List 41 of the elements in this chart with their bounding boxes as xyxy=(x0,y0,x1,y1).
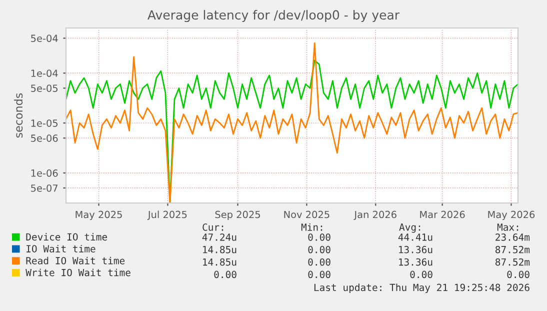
x-tick-label: Jul 2025 xyxy=(147,210,187,220)
text: Last update: Thu May 21 19:25:48 2026 xyxy=(314,284,530,294)
text: 14.85u xyxy=(203,258,236,266)
text: 0.00 xyxy=(214,270,236,278)
chart-title: Average latency for /dev/loop0 - by year xyxy=(148,10,400,22)
text: 0.00 xyxy=(410,270,432,278)
text: 13.36u xyxy=(399,246,432,254)
y-tick-label: 5e-06 xyxy=(31,134,58,142)
text: 14.85u xyxy=(203,246,236,254)
text: 0.00 xyxy=(308,258,330,266)
legend-label: Device IO time xyxy=(26,233,107,241)
y-tick-label: 1e-06 xyxy=(31,169,58,177)
text: Cur: xyxy=(202,223,224,231)
x-tick-label: May 2026 xyxy=(488,210,535,220)
legend-label: Write IO Wait time xyxy=(26,268,130,276)
y-tick-label: 1e-05 xyxy=(31,119,58,127)
text: 13.36u xyxy=(399,258,432,266)
y-tick-label: 5e-04 xyxy=(31,34,58,42)
x-tick-label: Nov 2025 xyxy=(284,210,330,218)
y-tick-label: 5e-07 xyxy=(31,184,58,192)
text: 44.41u xyxy=(398,234,432,241)
y-axis-title: seconds xyxy=(14,93,23,138)
text: Min: xyxy=(301,223,322,231)
x-tick-label: Jan 2026 xyxy=(354,210,396,220)
legend-label: Read IO Wait time xyxy=(26,256,125,264)
x-tick-label: Mar 2026 xyxy=(420,210,465,218)
y-tick-label: 1e-04 xyxy=(31,70,58,77)
text: 0.00 xyxy=(308,233,330,241)
legend-label: IO Wait time xyxy=(26,244,96,252)
x-tick-label: May 2025 xyxy=(76,210,122,220)
y-tick-label: 5e-05 xyxy=(31,84,58,92)
text: 47.24u xyxy=(202,233,236,241)
text: Avg: xyxy=(399,224,420,233)
x-tick-label: Sep 2025 xyxy=(215,210,260,220)
text: 87.52m xyxy=(496,258,530,266)
text: 0.00 xyxy=(308,270,330,278)
text: 0.00 xyxy=(308,246,330,254)
text: 23.64m xyxy=(496,233,530,241)
text: 0.00 xyxy=(507,270,530,278)
text: 87.52m xyxy=(496,246,530,254)
text: Max: xyxy=(497,224,518,231)
